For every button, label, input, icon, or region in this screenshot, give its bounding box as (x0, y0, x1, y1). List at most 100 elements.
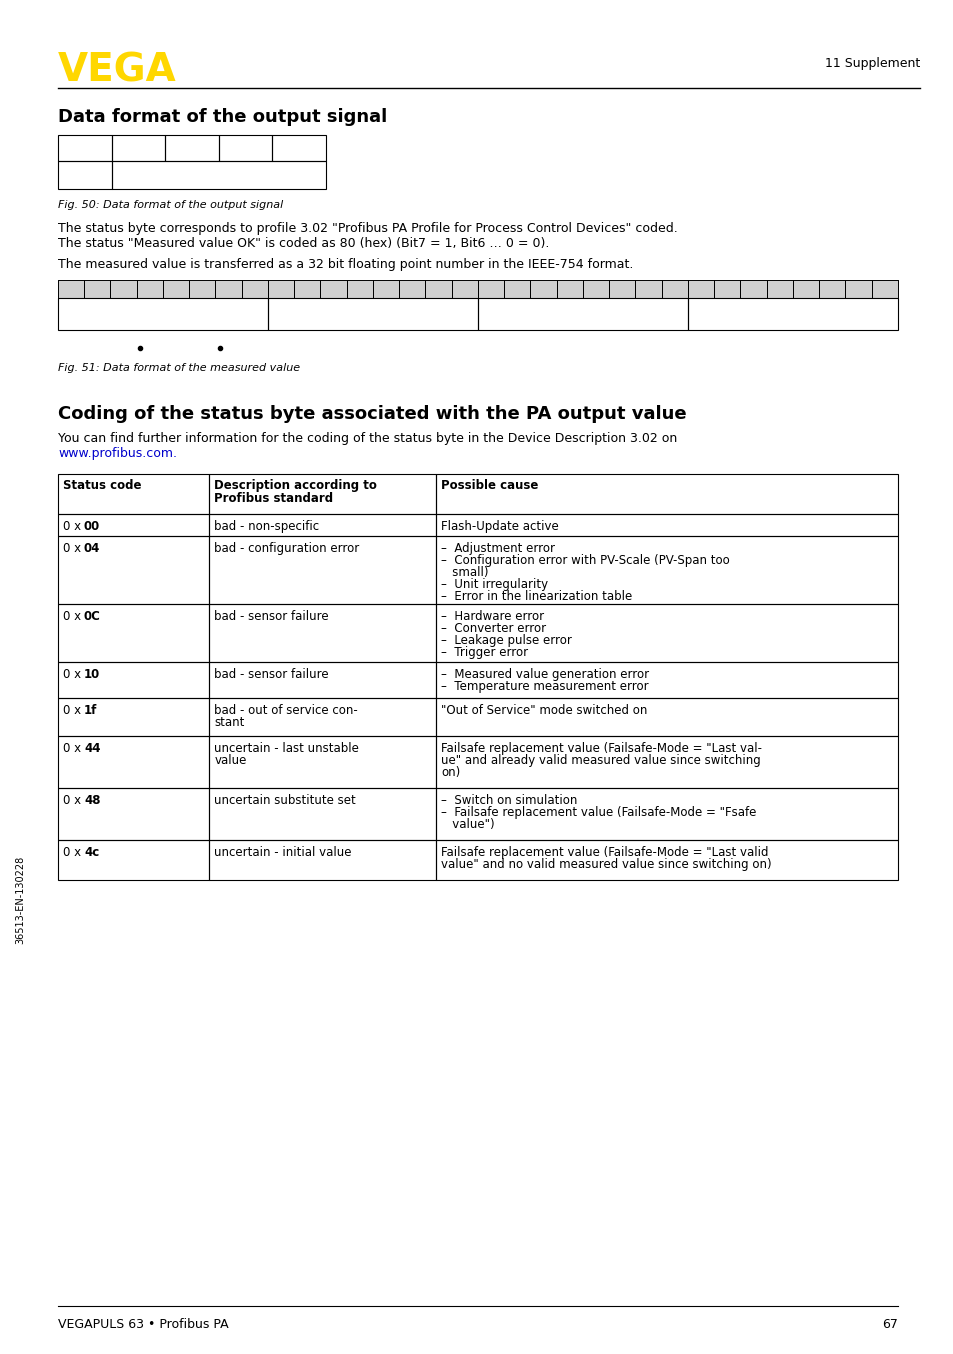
Bar (452, 280, 477, 298)
Bar (215, 280, 241, 298)
Bar (209, 536, 436, 604)
Bar (58, 280, 897, 298)
Text: –  Temperature measurement error: – Temperature measurement error (440, 680, 648, 693)
Bar (609, 280, 635, 298)
Text: –  Leakage pulse error: – Leakage pulse error (440, 634, 571, 647)
Text: value" and no valid measured value since switching on): value" and no valid measured value since… (440, 858, 771, 871)
Bar (792, 280, 819, 298)
Bar (844, 280, 871, 298)
Text: The status byte corresponds to profile 3.02 "Profibus PA Profile for Process Con: The status byte corresponds to profile 3… (58, 222, 677, 236)
Text: uncertain - initial value: uncertain - initial value (214, 846, 352, 858)
Text: 0 x: 0 x (63, 846, 85, 858)
Bar (687, 298, 897, 330)
Text: bad - out of service con-: bad - out of service con- (214, 704, 357, 718)
Bar (766, 280, 792, 298)
Bar (436, 788, 897, 839)
Bar (557, 280, 582, 298)
Bar (661, 280, 687, 298)
Bar (111, 280, 136, 298)
Bar (215, 280, 241, 298)
Bar (58, 737, 209, 788)
Bar (477, 280, 504, 298)
Bar (294, 280, 320, 298)
Bar (687, 280, 714, 298)
Text: Failsafe replacement value (Failsafe-Mode = "Last valid: Failsafe replacement value (Failsafe-Mod… (440, 846, 768, 858)
Text: 0 x: 0 x (63, 542, 85, 555)
Text: You can find further information for the coding of the status byte in the Device: You can find further information for the… (58, 432, 677, 445)
Bar (477, 280, 504, 298)
Bar (530, 280, 557, 298)
Bar (268, 298, 477, 330)
Bar (136, 280, 163, 298)
Bar (582, 280, 609, 298)
Bar (425, 280, 452, 298)
Bar (436, 474, 897, 515)
Bar (84, 280, 111, 298)
Text: 11 Supplement: 11 Supplement (824, 57, 919, 70)
Bar (241, 280, 268, 298)
Bar (819, 280, 844, 298)
Text: 0 x: 0 x (63, 704, 85, 718)
Bar (792, 280, 819, 298)
Bar (273, 135, 326, 161)
Bar (714, 280, 740, 298)
Text: bad - configuration error: bad - configuration error (214, 542, 359, 555)
Bar (209, 474, 436, 515)
Text: –  Unit irregularity: – Unit irregularity (440, 578, 548, 590)
Text: 4c: 4c (84, 846, 99, 858)
Bar (58, 536, 209, 604)
Bar (346, 280, 373, 298)
Text: Flash-Update active: Flash-Update active (440, 520, 558, 533)
Bar (436, 662, 897, 699)
Bar (58, 515, 209, 536)
Text: value: value (214, 754, 246, 766)
Bar (714, 280, 740, 298)
Text: 0 x: 0 x (63, 793, 85, 807)
Bar (582, 280, 609, 298)
Text: 0 x: 0 x (63, 611, 85, 623)
Text: Data format of the output signal: Data format of the output signal (58, 108, 387, 126)
Text: 0 x: 0 x (63, 668, 85, 681)
Bar (373, 280, 399, 298)
Text: The measured value is transferred as a 32 bit floating point number in the IEEE-: The measured value is transferred as a 3… (58, 259, 633, 271)
Bar (635, 280, 661, 298)
Text: –  Converter error: – Converter error (440, 621, 545, 635)
Text: www.profibus.com.: www.profibus.com. (58, 447, 177, 460)
Text: bad - sensor failure: bad - sensor failure (214, 611, 329, 623)
Bar (452, 280, 477, 298)
Bar (218, 135, 273, 161)
Bar (209, 604, 436, 662)
Bar (436, 536, 897, 604)
Bar (320, 280, 346, 298)
Bar (58, 298, 268, 330)
Bar (320, 280, 346, 298)
Text: 0 x: 0 x (63, 520, 85, 533)
Text: on): on) (440, 766, 459, 779)
Text: value"): value") (440, 818, 494, 831)
Bar (819, 280, 844, 298)
Bar (436, 604, 897, 662)
Text: uncertain - last unstable: uncertain - last unstable (214, 742, 358, 756)
Bar (58, 474, 209, 515)
Bar (504, 280, 530, 298)
Bar (504, 280, 530, 298)
Text: –  Trigger error: – Trigger error (440, 646, 528, 659)
Text: bad - sensor failure: bad - sensor failure (214, 668, 329, 681)
Text: ue" and already valid measured value since switching: ue" and already valid measured value sin… (440, 754, 760, 766)
Text: –  Switch on simulation: – Switch on simulation (440, 793, 577, 807)
Bar (58, 280, 84, 298)
Text: –  Hardware error: – Hardware error (440, 611, 543, 623)
Bar (609, 280, 635, 298)
Text: –  Failsafe replacement value (Failsafe-Mode = "Fsafe: – Failsafe replacement value (Failsafe-M… (440, 806, 756, 819)
Text: 00: 00 (84, 520, 100, 533)
Bar (373, 280, 399, 298)
Text: bad - non-specific: bad - non-specific (214, 520, 319, 533)
Bar (268, 280, 294, 298)
Bar (241, 280, 268, 298)
Text: Failsafe replacement value (Failsafe-Mode = "Last val-: Failsafe replacement value (Failsafe-Mod… (440, 742, 761, 756)
Text: "Out of Service" mode switched on: "Out of Service" mode switched on (440, 704, 647, 718)
Bar (165, 135, 218, 161)
Bar (58, 839, 209, 880)
Bar (740, 280, 766, 298)
Bar (425, 280, 452, 298)
